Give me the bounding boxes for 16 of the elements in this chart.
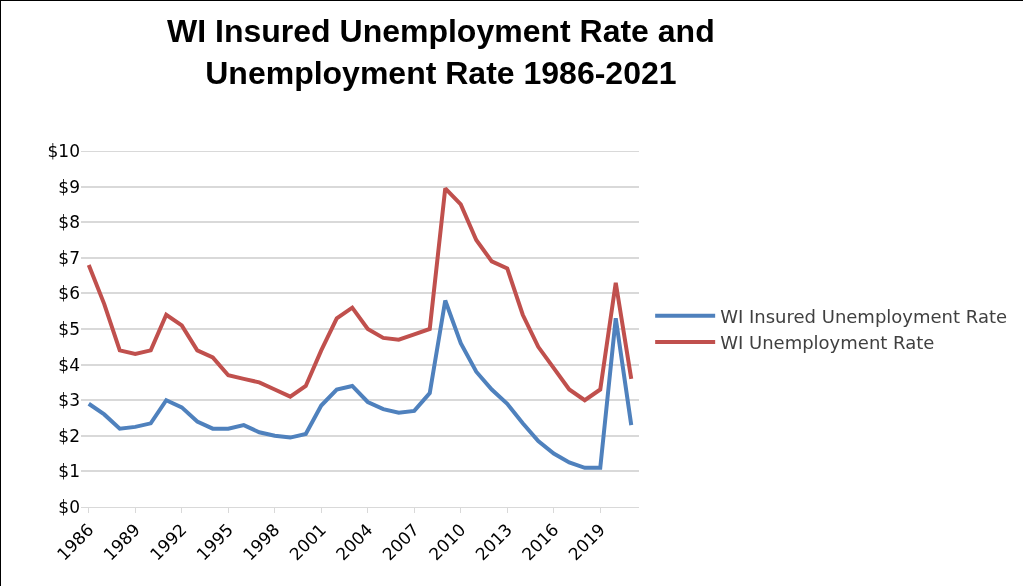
legend-label: WI Insured Unemployment Rate — [720, 305, 1008, 327]
y-tick-label: $3 — [58, 390, 80, 411]
y-tick-label: $5 — [58, 318, 80, 339]
y-tick-label: $8 — [58, 212, 80, 233]
y-tick-label: $4 — [58, 354, 80, 375]
line-series — [86, 298, 634, 470]
y-tick-label: $0 — [58, 496, 80, 517]
line-series — [86, 186, 634, 403]
y-tick-label: $6 — [58, 283, 80, 304]
chart-title: WI Insured Unemployment Rate and Unemployment Rate 1986-2021 — [167, 13, 715, 91]
legend-label: WI Unemployment Rate — [720, 332, 935, 354]
y-tick-label: $10 — [47, 140, 80, 161]
y-tick-label: $1 — [58, 461, 80, 482]
y-tick-label: $9 — [58, 176, 80, 197]
y-tick-label: $7 — [58, 247, 80, 268]
y-tick-label: $2 — [58, 425, 80, 446]
